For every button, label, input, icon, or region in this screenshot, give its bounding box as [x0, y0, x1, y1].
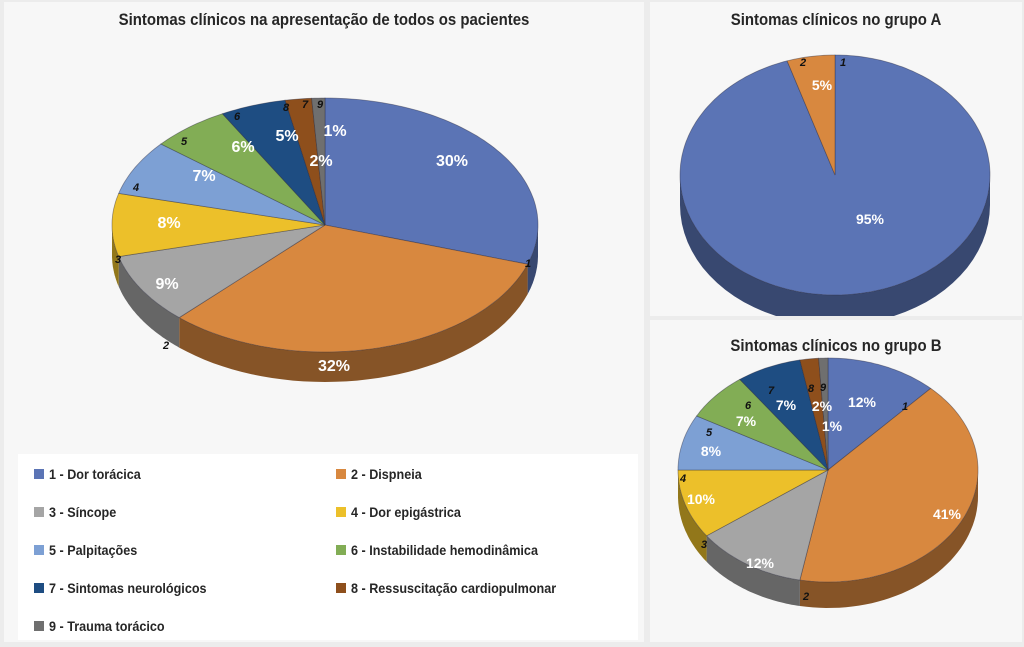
slice-number-label: 2 [802, 591, 809, 603]
pie-chart-group-b: 12% 141%212%310%48%57%6 7%72%81%9 [677, 357, 979, 608]
legend-swatch [336, 583, 346, 593]
pie-slice-2 [178, 224, 529, 353]
legend: 1 - Dor torácica 2 - Dispneia 3 - Síncop… [18, 454, 638, 640]
pie-slice-9 [311, 97, 326, 226]
data-label: 12% [746, 555, 775, 571]
slice-number-label: 7 [768, 385, 775, 397]
legend-item-9: 9 - Trauma torácico [34, 618, 177, 634]
pie-slice-2 [786, 54, 836, 176]
pie-chart-group-a: 95% 1 5% 2 [679, 54, 991, 316]
pie-slice-3 [118, 224, 326, 319]
legend-swatch [34, 507, 44, 517]
slice-number-label: 4 [132, 182, 139, 194]
data-label: 95% [856, 211, 885, 227]
legend-swatch [34, 583, 44, 593]
pie-slice-side-3 [706, 535, 800, 606]
pie-slice-side-4 [112, 225, 119, 287]
slice-number-label: 2 [162, 340, 169, 352]
slice-number-label: 8 [808, 383, 815, 395]
pie-chart-all: 30% 1 32% 2 9% 3 8% 4 7% 5 6% 6 5% 8 2% 7 1% 9 [111, 97, 539, 382]
slice-number-label: 9 [317, 99, 324, 111]
slice-number-label: 7 [302, 99, 309, 111]
slice-number-label: 6 [745, 400, 752, 412]
chart-title-group-b: Sintomas clínicos no grupo B [730, 336, 942, 355]
legend-item-7: 7 - Sintomas neurológicos [34, 580, 224, 596]
data-label: 32% [318, 358, 350, 375]
slice-number-label: 5 [706, 427, 713, 439]
slice-number-label: 8 [283, 102, 290, 114]
data-label: 7% [776, 397, 797, 413]
data-label: 6% [231, 139, 254, 156]
pie-slice-7 [739, 359, 829, 472]
data-label: 1% [822, 418, 843, 434]
legend-item-6: 6 - Instabilidade hemodinâmica [336, 542, 559, 558]
legend-swatch [34, 621, 44, 631]
pie-slice-3 [705, 469, 829, 581]
legend-swatch [336, 469, 346, 479]
data-label: 7% [736, 413, 757, 429]
pie-slice-8 [284, 97, 326, 226]
pie-slice-8 [799, 357, 829, 471]
data-label: 8% [701, 443, 722, 459]
slice-number-label: 4 [679, 473, 686, 485]
legend-item-5: 5 - Palpitações [34, 542, 147, 558]
data-label: 30% [436, 153, 468, 170]
legend-item-1: 1 - Dor torácica [34, 466, 151, 482]
slice-number-label: 9 [820, 382, 827, 394]
data-label: 9% [155, 276, 178, 293]
legend-item-8: 8 - Ressuscitação cardiopulmonar [336, 580, 579, 596]
pie-slice-side-4 [678, 470, 707, 562]
data-label: 5% [812, 77, 833, 93]
slice-number-label: 3 [115, 254, 121, 266]
slice-number-label: 1 [902, 401, 908, 413]
pie-slice-7 [221, 99, 326, 226]
pie-slice-5 [118, 143, 326, 226]
data-label: 5% [275, 128, 298, 145]
data-label: 2% [812, 398, 833, 414]
data-label: 7% [192, 168, 215, 185]
legend-swatch [34, 469, 44, 479]
pie-slice-side-1 [680, 175, 990, 316]
pie-slice-side-1 [527, 225, 538, 295]
legend-item-2: 2 - Dispneia [336, 466, 430, 482]
slice-number-label: 2 [799, 57, 806, 69]
chart-panel-group-a: Sintomas clínicos no grupo A 95% 1 5% 2 [650, 2, 1022, 316]
data-label: 2% [309, 153, 332, 170]
data-label: 10% [687, 491, 716, 507]
pie-slice-6 [160, 113, 326, 226]
pie-slice-side-2 [179, 264, 528, 382]
pie-slice-side-2 [799, 470, 978, 608]
chart-title-all: Sintomas clínicos na apresentação de tod… [118, 10, 530, 29]
chart-panel-group-b: Sintomas clínicos no grupo B 12% 1 41% 2 12%… [650, 320, 1022, 642]
pie-slice-6 [695, 378, 829, 471]
data-label: 1% [323, 123, 346, 140]
slice-number-label: 1 [525, 258, 531, 270]
legend-swatch [336, 545, 346, 555]
pie-slice-9 [818, 357, 829, 471]
legend-swatch [336, 507, 346, 517]
pie-slice-1 [324, 97, 539, 265]
slice-number-label: 3 [701, 539, 707, 551]
pie-slice-2 [799, 387, 979, 583]
slice-number-label: 5 [181, 136, 188, 148]
legend-swatch [34, 545, 44, 555]
chart-panel-all: Sintomas clínicos na apresentação de tod… [4, 2, 644, 642]
pie-slice-4 [111, 192, 326, 258]
slice-number-label: 6 [234, 111, 241, 123]
pie-slice-side-3 [118, 256, 180, 348]
data-label: 12% [848, 394, 877, 410]
pie-slice-1 [827, 357, 932, 471]
slice-number-label: 1 [840, 57, 846, 69]
data-label: 8% [157, 215, 180, 232]
pie-slice-4 [677, 469, 829, 537]
pie-slice-5 [677, 415, 829, 471]
chart-title-group-a: Sintomas clínicos no grupo A [730, 10, 942, 29]
legend-item-4: 4 - Dor epigástrica [336, 504, 473, 520]
data-label: 41% [933, 506, 962, 522]
legend-item-3: 3 - Síncope [34, 504, 124, 520]
